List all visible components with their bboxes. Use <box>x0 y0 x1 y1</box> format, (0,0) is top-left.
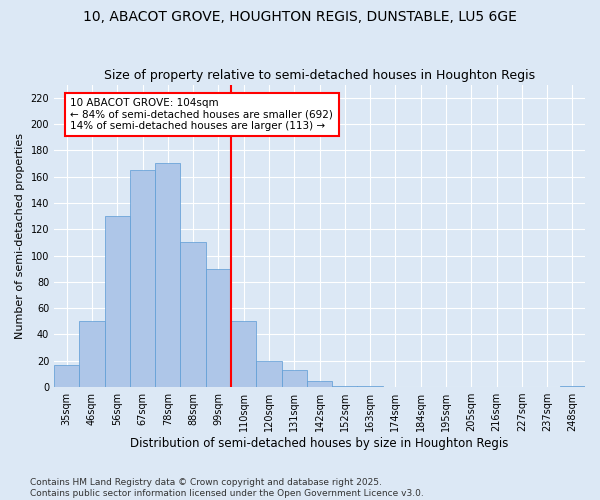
Bar <box>181 242 206 387</box>
Bar <box>560 386 585 387</box>
Title: Size of property relative to semi-detached houses in Houghton Regis: Size of property relative to semi-detach… <box>104 69 535 82</box>
Bar <box>256 361 281 387</box>
Bar <box>130 170 155 387</box>
Bar <box>307 380 332 387</box>
Text: 10 ABACOT GROVE: 104sqm
← 84% of semi-detached houses are smaller (692)
14% of s: 10 ABACOT GROVE: 104sqm ← 84% of semi-de… <box>70 98 334 131</box>
Bar <box>332 386 358 387</box>
Bar <box>206 268 231 387</box>
Bar <box>358 386 383 387</box>
Bar <box>79 322 104 387</box>
Bar <box>231 322 256 387</box>
Y-axis label: Number of semi-detached properties: Number of semi-detached properties <box>15 133 25 339</box>
Bar <box>54 364 79 387</box>
Text: 10, ABACOT GROVE, HOUGHTON REGIS, DUNSTABLE, LU5 6GE: 10, ABACOT GROVE, HOUGHTON REGIS, DUNSTA… <box>83 10 517 24</box>
X-axis label: Distribution of semi-detached houses by size in Houghton Regis: Distribution of semi-detached houses by … <box>130 437 509 450</box>
Text: Contains HM Land Registry data © Crown copyright and database right 2025.
Contai: Contains HM Land Registry data © Crown c… <box>30 478 424 498</box>
Bar <box>155 164 181 387</box>
Bar <box>104 216 130 387</box>
Bar <box>281 370 307 387</box>
